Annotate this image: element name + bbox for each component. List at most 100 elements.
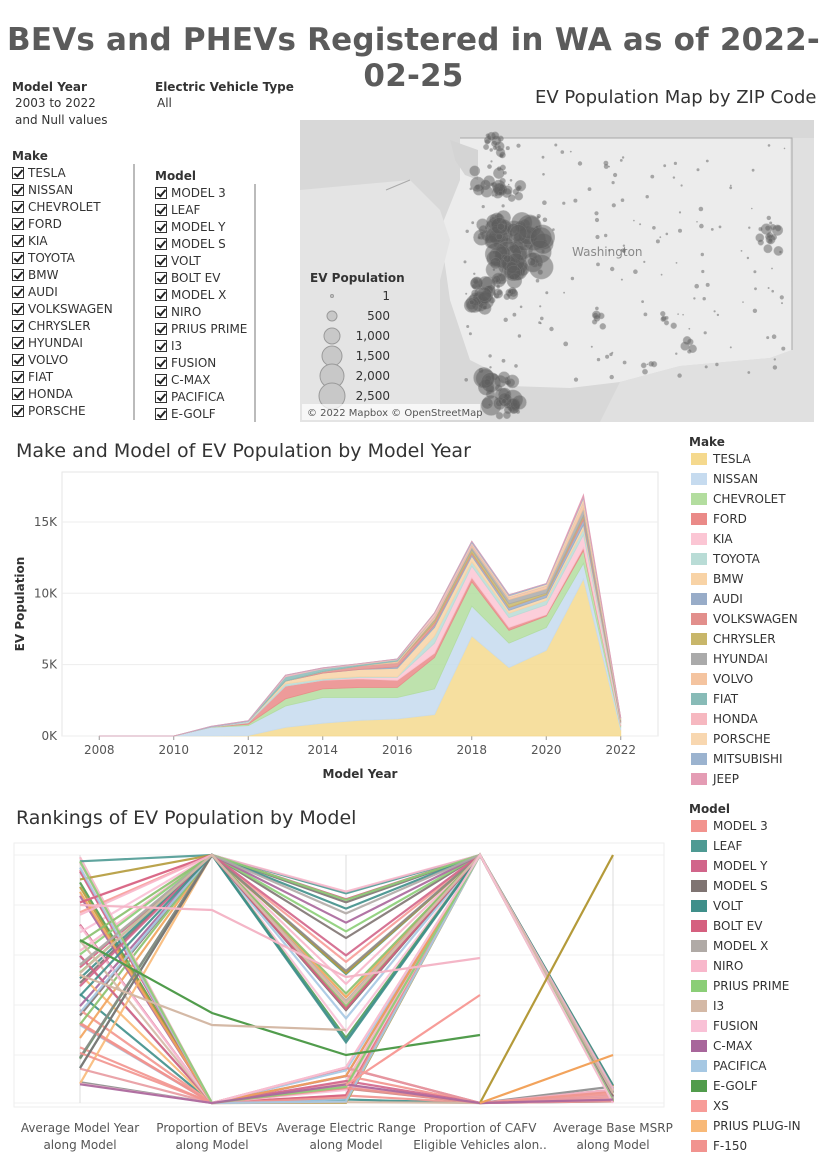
make-legend-item[interactable]: MITSUBISHI bbox=[691, 749, 798, 769]
make-legend-item[interactable]: HYUNDAI bbox=[691, 649, 798, 669]
model-ranking-line[interactable] bbox=[79, 1051, 614, 1105]
model-legend-item[interactable]: FUSION bbox=[691, 1016, 801, 1036]
make-filter-item[interactable]: PORSCHE bbox=[12, 402, 113, 419]
make-filter-item[interactable]: VOLKSWAGEN bbox=[12, 300, 113, 317]
checkbox-checked[interactable] bbox=[155, 203, 167, 216]
model-legend-item[interactable]: PACIFICA bbox=[691, 1056, 801, 1076]
model-ranking-line[interactable] bbox=[79, 939, 481, 1057]
model-ranking-line[interactable] bbox=[345, 994, 481, 1086]
model-filter-item[interactable]: MODEL S bbox=[155, 235, 247, 252]
model-filter-item[interactable]: MODEL Y bbox=[155, 218, 247, 235]
make-legend-item[interactable]: KIA bbox=[691, 529, 798, 549]
model-legend-item[interactable]: XS bbox=[691, 1096, 801, 1116]
checkbox-checked[interactable] bbox=[12, 302, 24, 315]
make-legend-item[interactable]: PORSCHE bbox=[691, 729, 798, 749]
make-legend-item[interactable]: TOYOTA bbox=[691, 549, 798, 569]
model-filter-scrollbar[interactable] bbox=[254, 184, 256, 422]
checkbox-checked[interactable] bbox=[155, 356, 167, 369]
checkbox-checked[interactable] bbox=[12, 336, 24, 349]
checkbox-checked[interactable] bbox=[12, 387, 24, 400]
checkbox-checked[interactable] bbox=[12, 234, 24, 247]
model-legend-item[interactable]: LEAF bbox=[691, 836, 801, 856]
checkbox-checked[interactable] bbox=[155, 322, 167, 335]
make-filter-scrollbar[interactable] bbox=[133, 164, 135, 420]
checkbox-checked[interactable] bbox=[155, 220, 167, 233]
model-filter-item[interactable]: MODEL 3 bbox=[155, 184, 247, 201]
model-legend-item[interactable]: BOLT EV bbox=[691, 916, 801, 936]
checkbox-checked[interactable] bbox=[12, 251, 24, 264]
rankings-chart[interactable]: Average Model Year along Model Proportion … bbox=[0, 835, 680, 1169]
make-filter-item[interactable]: HONDA bbox=[12, 385, 113, 402]
ev-population-map[interactable]: Washington EV Population 1 500 1,000 1,500 2… bbox=[300, 120, 814, 422]
checkbox-checked[interactable] bbox=[12, 353, 24, 366]
make-filter-item[interactable]: AUDI bbox=[12, 283, 113, 300]
model-filter-item[interactable]: E-GOLF bbox=[155, 405, 247, 422]
make-filter-item[interactable]: BMW bbox=[12, 266, 113, 283]
ev-type-filter-value[interactable]: All bbox=[157, 96, 172, 110]
make-legend-item[interactable]: VOLVO bbox=[691, 669, 798, 689]
make-legend-item[interactable]: BMW bbox=[691, 569, 798, 589]
checkbox-checked[interactable] bbox=[12, 319, 24, 332]
model-ranking-line[interactable] bbox=[79, 973, 347, 1032]
area-chart[interactable]: 0K 5K 10K 15K 2008 2010 2012 2014 2016 2018 2020 20… bbox=[0, 460, 680, 790]
model-legend-item[interactable]: MODEL 3 bbox=[691, 816, 801, 836]
checkbox-checked[interactable] bbox=[12, 268, 24, 281]
checkbox-checked[interactable] bbox=[155, 288, 167, 301]
make-filter-item[interactable]: NISSAN bbox=[12, 181, 113, 198]
checkbox-checked[interactable] bbox=[12, 404, 24, 417]
make-legend-item[interactable]: HONDA bbox=[691, 709, 798, 729]
model-filter-item[interactable]: NIRO bbox=[155, 303, 247, 320]
model-legend-item[interactable]: MODEL Y bbox=[691, 856, 801, 876]
checkbox-checked[interactable] bbox=[12, 370, 24, 383]
model-legend-item[interactable]: I3 bbox=[691, 996, 801, 1016]
model-filter-item[interactable]: MODEL X bbox=[155, 286, 247, 303]
model-legend-item[interactable]: MODEL X bbox=[691, 936, 801, 956]
checkbox-checked[interactable] bbox=[12, 217, 24, 230]
model-filter-item[interactable]: I3 bbox=[155, 337, 247, 354]
model-filter-item[interactable]: VOLT bbox=[155, 252, 247, 269]
make-filter-item[interactable]: CHEVROLET bbox=[12, 198, 113, 215]
checkbox-checked[interactable] bbox=[12, 183, 24, 196]
make-filter-item[interactable]: VOLVO bbox=[12, 351, 113, 368]
make-legend-item[interactable]: FORD bbox=[691, 509, 798, 529]
checkbox-checked[interactable] bbox=[155, 305, 167, 318]
make-filter-item[interactable]: TOYOTA bbox=[12, 249, 113, 266]
make-filter-item[interactable]: TESLA bbox=[12, 164, 113, 181]
checkbox-checked[interactable] bbox=[12, 200, 24, 213]
make-filter-item[interactable]: HYUNDAI bbox=[12, 334, 113, 351]
make-filter-item[interactable]: FIAT bbox=[12, 368, 113, 385]
model-legend-item[interactable]: E-GOLF bbox=[691, 1076, 801, 1096]
model-legend-item[interactable]: NIRO bbox=[691, 956, 801, 976]
checkbox-checked[interactable] bbox=[155, 271, 167, 284]
make-legend-item[interactable]: AUDI bbox=[691, 589, 798, 609]
make-legend-item[interactable]: FIAT bbox=[691, 689, 798, 709]
model-legend-item[interactable]: C-MAX bbox=[691, 1036, 801, 1056]
model-year-filter-value[interactable]: 2003 to 2022 and Null values bbox=[15, 95, 107, 129]
make-filter-item[interactable]: KIA bbox=[12, 232, 113, 249]
make-legend-item[interactable]: TESLA bbox=[691, 449, 798, 469]
checkbox-checked[interactable] bbox=[155, 254, 167, 267]
model-legend-item[interactable]: MODEL S bbox=[691, 876, 801, 896]
make-legend-item[interactable]: CHRYSLER bbox=[691, 629, 798, 649]
checkbox-checked[interactable] bbox=[155, 237, 167, 250]
model-filter-item[interactable]: BOLT EV bbox=[155, 269, 247, 286]
make-filter-item[interactable]: CHRYSLER bbox=[12, 317, 113, 334]
make-legend-item[interactable]: VOLKSWAGEN bbox=[691, 609, 798, 629]
model-ranking-line[interactable] bbox=[479, 854, 614, 1104]
model-filter-item[interactable]: FUSION bbox=[155, 354, 247, 371]
checkbox-checked[interactable] bbox=[155, 373, 167, 386]
checkbox-checked[interactable] bbox=[155, 407, 167, 420]
make-filter-item[interactable]: FORD bbox=[12, 215, 113, 232]
model-legend-item[interactable]: F-150 bbox=[691, 1136, 801, 1156]
checkbox-checked[interactable] bbox=[155, 339, 167, 352]
model-legend-item[interactable]: PRIUS PLUG-IN bbox=[691, 1116, 801, 1136]
map-attribution[interactable]: © 2022 Mapbox © OpenStreetMap bbox=[307, 408, 483, 419]
make-legend-item[interactable]: JEEP bbox=[691, 769, 798, 789]
model-filter-item[interactable]: LEAF bbox=[155, 201, 247, 218]
model-ranking-line[interactable] bbox=[79, 903, 481, 979]
checkbox-checked[interactable] bbox=[155, 390, 167, 403]
model-ranking-line[interactable] bbox=[79, 853, 614, 1094]
model-ranking-line[interactable] bbox=[479, 1053, 614, 1105]
model-filter-item[interactable]: PRIUS PRIME bbox=[155, 320, 247, 337]
make-legend-item[interactable]: CHEVROLET bbox=[691, 489, 798, 509]
